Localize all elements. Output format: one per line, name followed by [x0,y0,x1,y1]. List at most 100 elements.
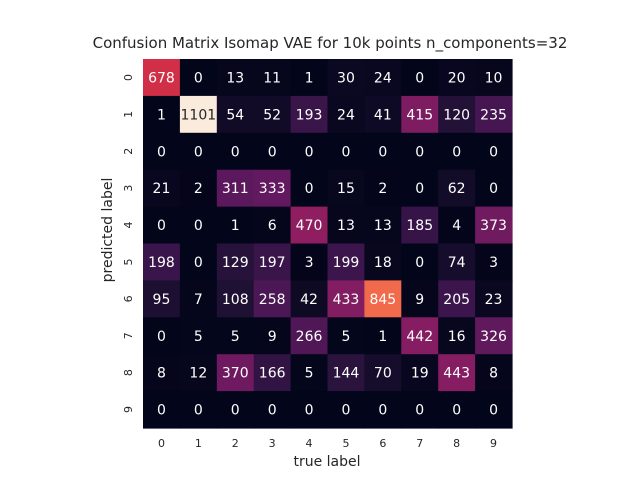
cell-value-label: 0 [305,144,314,160]
cell-value-label: 0 [157,144,166,160]
x-tick-label: 6 [379,437,386,450]
heatmap-cell [253,169,292,208]
heatmap-cell [364,59,402,97]
y-tick-label: 8 [122,369,135,376]
cell-value-label: 3 [489,255,498,271]
cell-value-label: 199 [333,255,360,271]
y-tick-label: 7 [122,332,135,339]
heatmap-cell [327,169,365,208]
heatmap-cell [143,391,181,429]
cell-value-label: 11 [263,70,281,86]
cell-value-label: 9 [415,292,424,308]
cell-value-label: 370 [222,366,249,382]
cell-value-label: 258 [259,292,286,308]
heatmap-cell [364,391,402,429]
heatmap-cell [290,243,329,281]
cell-value-label: 24 [374,70,392,86]
heatmap-cell [179,169,218,208]
cell-value-label: 2 [194,181,203,197]
y-tick-label: 3 [122,185,135,192]
heatmap-cell [143,59,181,97]
y-tick-label: 2 [122,148,135,155]
cell-value-label: 0 [305,181,314,197]
x-tick-label: 7 [416,437,423,450]
cell-value-label: 19 [411,366,429,382]
cell-value-label: 108 [222,292,249,308]
heatmap-cell [401,132,439,171]
heatmap-cell [438,280,476,318]
heatmap-cell [179,132,218,171]
cell-value-label: 433 [333,292,360,308]
cell-value-label: 2 [378,181,387,197]
y-tick-label: 0 [122,74,135,81]
heatmap-cell [401,95,439,134]
cell-value-label: 62 [448,181,466,197]
cell-value-label: 266 [296,329,323,345]
heatmap-cell [253,391,292,429]
cell-value-label: 845 [369,292,396,308]
cell-value-label: 0 [157,218,166,234]
heatmap-cell [438,169,476,208]
heatmap-cell [290,280,329,318]
heatmap-cell [216,280,255,318]
cell-value-label: 193 [296,107,323,123]
heatmap-cell [438,391,476,429]
heatmap-cell [364,132,402,171]
cell-value-label: 0 [194,218,203,234]
heatmap-cell [253,206,292,245]
cell-value-label: 0 [415,255,424,271]
cell-value-label: 5 [194,329,203,345]
heatmap-cell [143,95,181,134]
heatmap-cell [401,391,439,429]
cell-value-label: 0 [452,144,461,160]
cell-value-label: 0 [157,403,166,419]
cell-value-label: 18 [374,255,392,271]
heatmap-cell [401,280,439,318]
heatmap-cell [364,280,402,318]
heatmap-cell [216,59,255,97]
heatmap-cell [475,354,513,392]
cell-value-label: 166 [259,366,286,382]
cell-value-label: 8 [489,366,498,382]
cell-value-label: 5 [231,329,240,345]
heatmap-cell [401,206,439,245]
heatmap-cell [143,354,181,392]
cell-value-label: 0 [268,144,277,160]
heatmap-cell [327,95,365,134]
cell-value-label: 0 [489,181,498,197]
heatmap-cell [401,243,439,281]
heatmap-cell [401,354,439,392]
cell-value-label: 311 [222,181,249,197]
cell-value-label: 6 [268,218,277,234]
x-tick-label: 2 [232,437,239,450]
y-tick-label: 4 [122,222,135,229]
heatmap-cell [327,280,365,318]
heatmap-cell [253,280,292,318]
heatmap-cell [290,206,329,245]
heatmap-cell [143,280,181,318]
cell-value-label: 30 [337,70,355,86]
cell-value-label: 0 [415,403,424,419]
cell-value-label: 678 [148,70,175,86]
heatmap-cell [253,354,292,392]
heatmap-cell [364,95,402,134]
heatmap-cell [290,354,329,392]
y-tick-label: 9 [122,406,135,413]
heatmap-cell [179,280,218,318]
cell-value-label: 1 [305,70,314,86]
heatmap-cell [179,95,218,134]
heatmap-cell [179,243,218,281]
heatmap-cell [475,280,513,318]
heatmap-cell [143,317,181,355]
cell-value-label: 415 [406,107,433,123]
cell-value-label: 185 [406,218,433,234]
heatmap-cell [475,206,513,245]
cell-value-label: 54 [226,107,244,123]
cell-value-label: 1 [378,329,387,345]
heatmap-cell [216,132,255,171]
heatmap-cell [290,59,329,97]
cell-value-label: 24 [337,107,355,123]
x-tick-label: 8 [453,437,460,450]
x-tick-label: 0 [158,437,165,450]
cell-value-label: 95 [153,292,171,308]
